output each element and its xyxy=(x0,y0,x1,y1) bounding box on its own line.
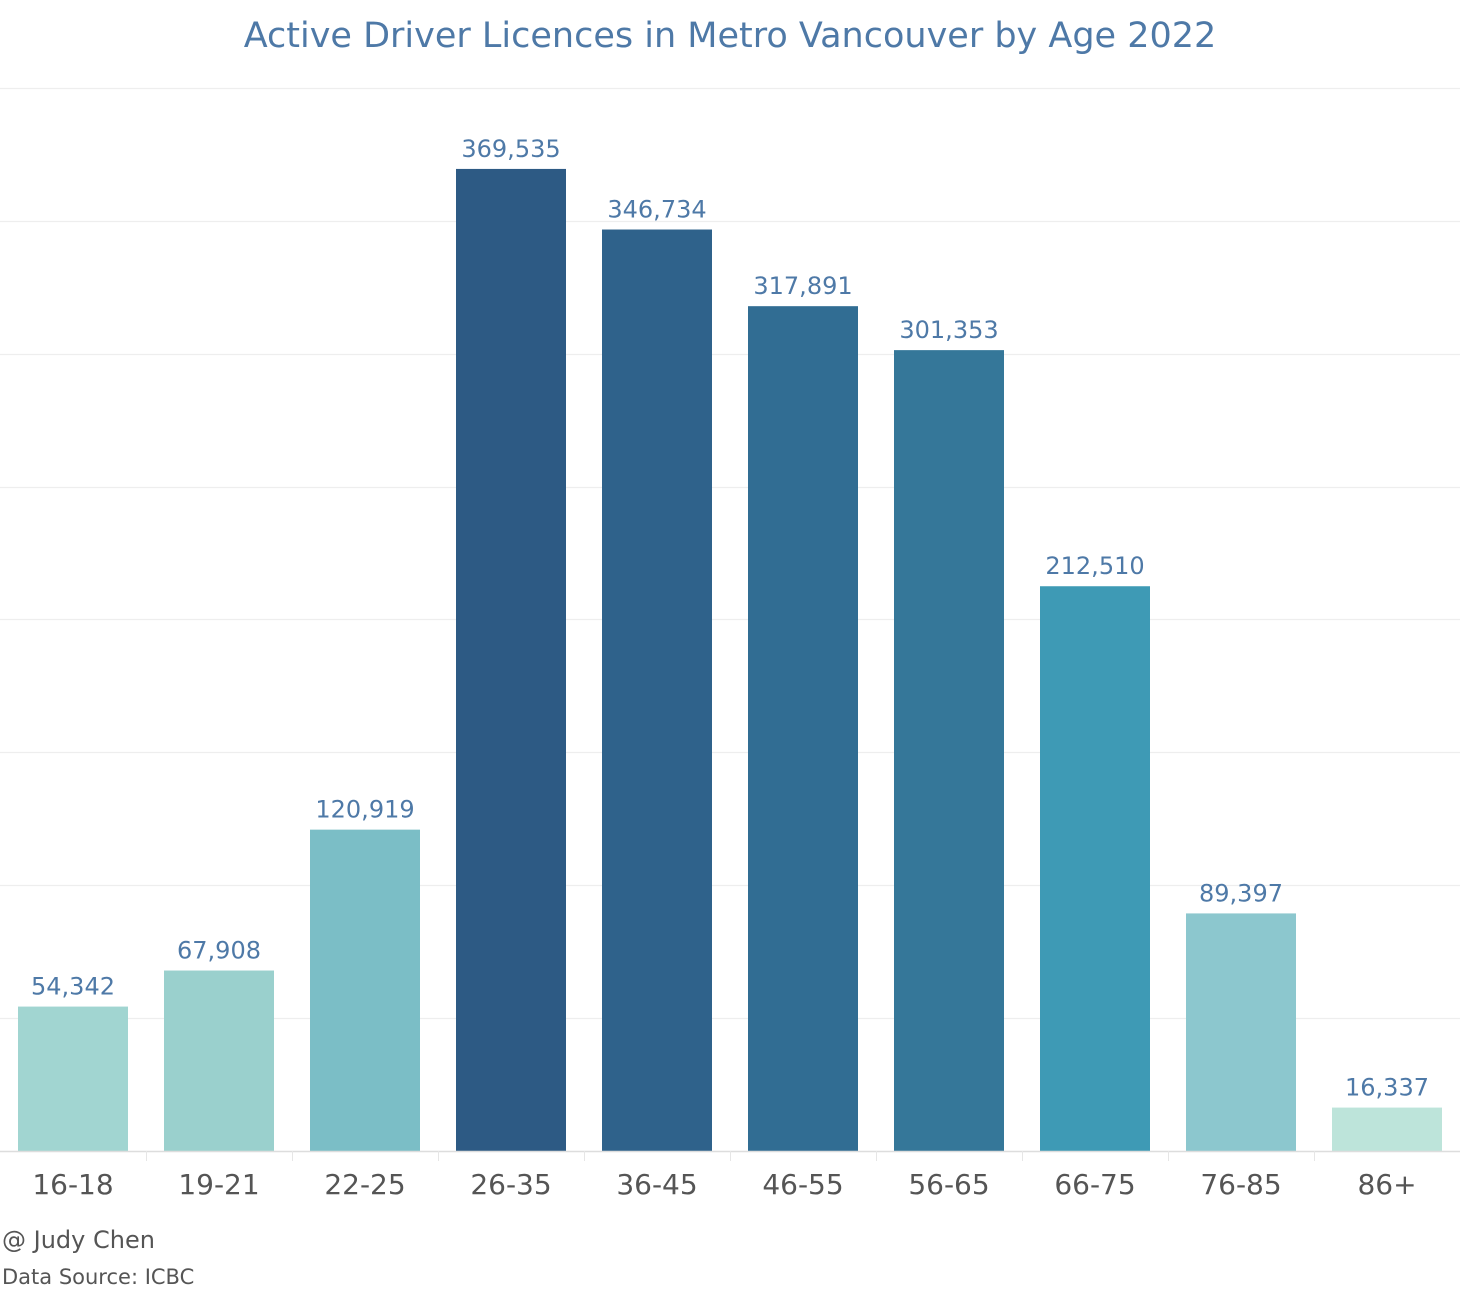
bar-16-18 xyxy=(18,1006,128,1151)
value-label-36-45: 346,734 xyxy=(607,196,706,224)
value-label-16-18: 54,342 xyxy=(31,973,115,1001)
x-tick-label-36-45: 36-45 xyxy=(616,1168,697,1201)
bars xyxy=(18,168,1442,1152)
value-label-19-21: 67,908 xyxy=(177,937,261,965)
bar-26-35 xyxy=(456,168,566,1152)
value-label-76-85: 89,397 xyxy=(1199,879,1283,907)
x-axis: 16-18 19-21 22-25 26-35 36-45 46-55 56-65 66-75… xyxy=(0,1150,1460,1201)
bar-36-45 xyxy=(602,229,712,1151)
x-tick-label-19-21: 19-21 xyxy=(178,1168,259,1201)
x-tick-label-26-35: 26-35 xyxy=(470,1168,551,1201)
bar-86+ xyxy=(1332,1107,1442,1151)
author-credit: @ Judy Chen xyxy=(2,1226,155,1254)
bar-19-21 xyxy=(164,970,274,1151)
value-label-86+: 16,337 xyxy=(1345,1074,1429,1102)
bar-66-75 xyxy=(1040,586,1150,1151)
x-tick-label-22-25: 22-25 xyxy=(324,1168,405,1201)
value-labels: 54,342 67,908 120,919 369,535 346,734 317,891… xyxy=(31,135,1429,1102)
value-label-22-25: 120,919 xyxy=(315,796,414,824)
bar-76-85 xyxy=(1186,913,1296,1151)
x-tick-label-56-65: 56-65 xyxy=(908,1168,989,1201)
x-tick-label-66-75: 66-75 xyxy=(1054,1168,1135,1201)
value-label-46-55: 317,891 xyxy=(753,272,852,300)
bar-46-55 xyxy=(748,306,858,1152)
value-label-66-75: 212,510 xyxy=(1045,552,1144,580)
value-label-26-35: 369,535 xyxy=(461,135,560,163)
x-tick-label-16-18: 16-18 xyxy=(32,1168,113,1201)
x-tick-label-76-85: 76-85 xyxy=(1200,1168,1281,1201)
value-label-56-65: 301,353 xyxy=(899,316,998,344)
bar-56-65 xyxy=(894,350,1004,1151)
bar-chart: 54,342 67,908 120,919 369,535 346,734 317,891… xyxy=(0,87,1460,1201)
x-tick-label-46-55: 46-55 xyxy=(762,1168,843,1201)
bar-22-25 xyxy=(310,829,420,1151)
data-source: Data Source: ICBC xyxy=(2,1265,195,1289)
x-tick-label-86+: 86+ xyxy=(1357,1168,1416,1201)
chart-title: Active Driver Licences in Metro Vancouve… xyxy=(243,16,1217,56)
